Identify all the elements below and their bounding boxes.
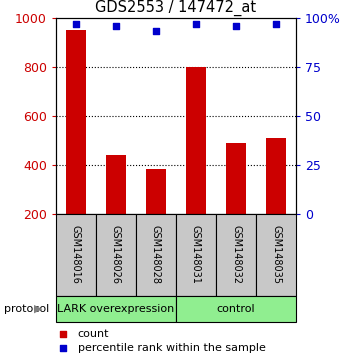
Bar	[176, 214, 216, 296]
Bar	[146, 169, 166, 214]
Text: protocol: protocol	[4, 304, 49, 314]
Point	[233, 23, 239, 28]
Text: GSM148032: GSM148032	[231, 225, 241, 284]
Bar	[56, 214, 96, 296]
Point	[73, 21, 79, 27]
Text: GSM148028: GSM148028	[151, 225, 161, 284]
Bar	[266, 138, 286, 214]
Text: GSM148026: GSM148026	[111, 225, 121, 284]
Bar	[56, 296, 176, 322]
Point	[60, 345, 66, 350]
Bar	[66, 30, 86, 214]
Bar	[256, 214, 296, 296]
Text: GSM148035: GSM148035	[271, 225, 281, 284]
Point	[153, 29, 159, 34]
Bar	[186, 67, 206, 214]
Text: GSM148016: GSM148016	[71, 225, 81, 284]
Bar	[96, 214, 136, 296]
Point	[60, 331, 66, 336]
Point	[193, 21, 199, 27]
Bar	[176, 296, 296, 322]
Point	[113, 23, 119, 28]
Bar	[226, 143, 246, 214]
Bar	[136, 214, 176, 296]
Title: GDS2553 / 147472_at: GDS2553 / 147472_at	[95, 0, 257, 16]
Text: GSM148031: GSM148031	[191, 225, 201, 284]
Text: percentile rank within the sample: percentile rank within the sample	[78, 343, 265, 353]
Point	[273, 21, 279, 27]
Text: ▶: ▶	[34, 304, 43, 314]
Text: count: count	[78, 329, 109, 339]
Text: control: control	[217, 304, 255, 314]
Bar	[216, 214, 256, 296]
Text: LARK overexpression: LARK overexpression	[57, 304, 175, 314]
Bar	[106, 155, 126, 214]
